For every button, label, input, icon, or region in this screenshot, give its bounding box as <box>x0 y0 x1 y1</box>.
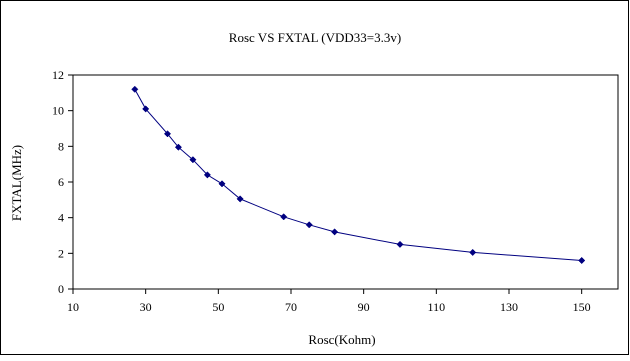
data-point <box>280 213 288 221</box>
y-tick-label: 2 <box>58 246 64 260</box>
data-point <box>174 143 182 151</box>
y-tick-label: 10 <box>52 104 64 118</box>
x-tick-label: 70 <box>285 300 297 314</box>
chart-title: Rosc VS FXTAL (VDD33=3.3v) <box>229 30 401 45</box>
data-point <box>189 156 197 164</box>
x-tick-label: 110 <box>428 300 446 314</box>
x-tick-label: 50 <box>212 300 224 314</box>
x-tick-label: 90 <box>358 300 370 314</box>
x-tick-label: 130 <box>500 300 518 314</box>
x-tick-label: 30 <box>140 300 152 314</box>
data-point <box>578 256 586 265</box>
data-point <box>218 180 226 188</box>
series-layer <box>131 85 586 265</box>
data-point <box>331 228 339 236</box>
x-axis-label: Rosc(Kohm) <box>308 332 375 347</box>
data-point <box>163 130 172 138</box>
data-point <box>131 85 139 93</box>
x-tick-label: 150 <box>573 300 591 314</box>
data-point <box>203 171 211 179</box>
data-point <box>236 195 244 203</box>
y-tick-label: 8 <box>58 139 64 153</box>
y-tick-label: 0 <box>58 282 64 296</box>
y-tick-label: 12 <box>52 68 64 82</box>
y-tick-label: 4 <box>58 211 64 225</box>
y-tick-label: 6 <box>58 175 64 189</box>
data-point <box>305 221 313 229</box>
data-point <box>142 105 150 113</box>
data-point <box>396 240 404 248</box>
y-axis-label: FXTAL(MHz) <box>9 145 24 221</box>
x-tick-label: 10 <box>67 300 79 314</box>
series-line <box>134 89 582 261</box>
data-point <box>469 248 477 256</box>
axes: 0 2 4 6 8 10 12 10 30 50 70 90 110 130 150 <box>52 68 619 314</box>
